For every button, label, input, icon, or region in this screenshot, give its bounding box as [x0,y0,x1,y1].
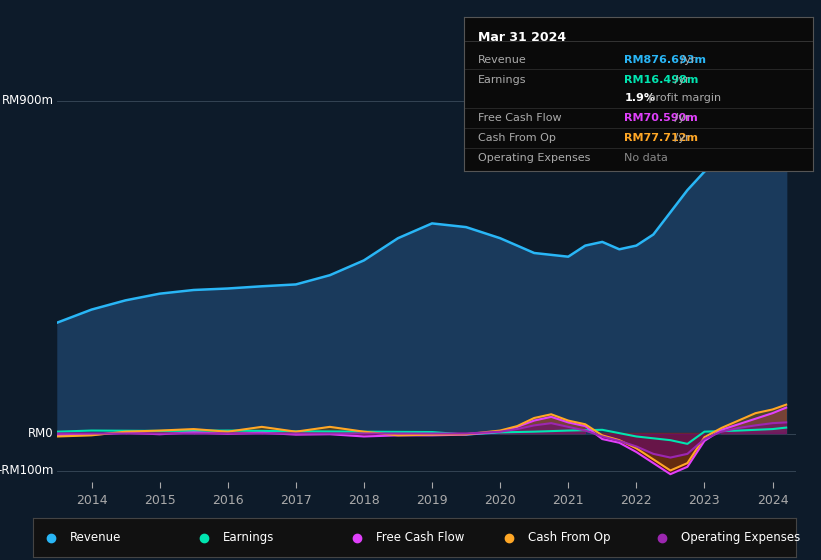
Text: /yr: /yr [672,114,690,123]
Text: /yr: /yr [672,133,690,143]
Text: 1.9%: 1.9% [624,94,655,104]
Text: Revenue: Revenue [71,531,122,544]
Text: Cash From Op: Cash From Op [529,531,611,544]
Text: Mar 31 2024: Mar 31 2024 [478,31,566,44]
Text: Operating Expenses: Operating Expenses [681,531,800,544]
Text: Free Cash Flow: Free Cash Flow [478,114,562,123]
Text: RM77.712m: RM77.712m [624,133,699,143]
Text: No data: No data [624,153,668,164]
Text: RM70.590m: RM70.590m [624,114,698,123]
Text: RM876.693m: RM876.693m [624,55,706,65]
Text: /yr: /yr [677,55,695,65]
Text: Earnings: Earnings [223,531,274,544]
Text: Earnings: Earnings [478,75,526,85]
Text: -RM100m: -RM100m [0,464,54,477]
Text: RM900m: RM900m [2,94,54,107]
Text: /yr: /yr [672,75,690,85]
Text: Revenue: Revenue [478,55,526,65]
Text: Cash From Op: Cash From Op [478,133,556,143]
Text: Free Cash Flow: Free Cash Flow [376,531,464,544]
Text: profit margin: profit margin [645,94,722,104]
Text: RM16.498m: RM16.498m [624,75,699,85]
Text: Operating Expenses: Operating Expenses [478,153,590,164]
Text: RM0: RM0 [28,427,54,440]
